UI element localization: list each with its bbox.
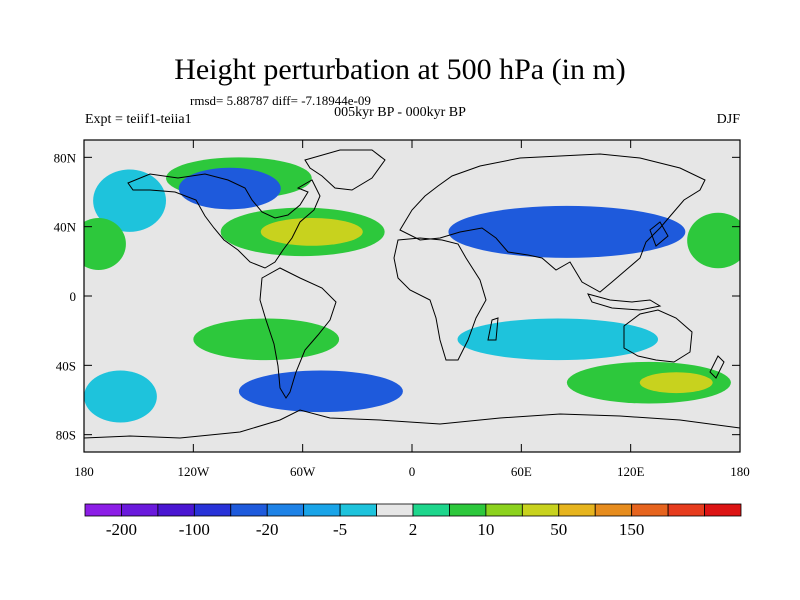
colorbar-box-0 bbox=[84, 503, 122, 517]
y-tick-label-3: 40S bbox=[56, 358, 76, 373]
colorbar-box-8 bbox=[376, 503, 414, 517]
colorbar-label-1: -100 bbox=[179, 520, 210, 539]
colorbar-box-5 bbox=[266, 503, 305, 517]
colorbar-label-6: 50 bbox=[550, 520, 567, 539]
coastline-africa bbox=[393, 237, 487, 361]
contour-fill-layer bbox=[84, 157, 740, 423]
x-tick-label-4: 60E bbox=[511, 464, 532, 479]
coastline-layer bbox=[84, 149, 740, 439]
contour-region-6 bbox=[687, 212, 740, 269]
colorbar-label-4: 2 bbox=[409, 520, 418, 539]
coastline-antarctica bbox=[84, 409, 740, 439]
x-tick-label-2: 60W bbox=[290, 464, 316, 479]
stats-label: rmsd= 5.88787 diff= -7.18944e-09 bbox=[190, 93, 371, 108]
x-tick-label-3: 0 bbox=[409, 464, 416, 479]
y-tick-label-1: 40N bbox=[54, 220, 77, 235]
x-tick-label-5: 120E bbox=[617, 464, 645, 479]
coastline-south-america bbox=[259, 267, 337, 399]
colorbar-box-15 bbox=[631, 503, 669, 517]
colorbar-box-9 bbox=[412, 503, 450, 517]
colorbar-box-16 bbox=[667, 503, 705, 517]
y-tick-label-4: 80S bbox=[56, 428, 76, 443]
colorbar-box-14 bbox=[594, 503, 633, 517]
period-label: 005kyr BP - 000kyr BP bbox=[334, 105, 466, 120]
contour-region-10 bbox=[238, 370, 403, 413]
contour-region-7 bbox=[448, 205, 686, 258]
coastline-indonesia bbox=[587, 293, 662, 311]
contour-region-2 bbox=[93, 169, 166, 232]
map-title: Height perturbation at 500 hPa (in m) bbox=[174, 53, 626, 86]
experiment-label: Expt = teiif1-teiia1 bbox=[85, 112, 192, 127]
colorbar-box-17 bbox=[704, 503, 742, 517]
x-tick-label-1: 120W bbox=[177, 464, 210, 479]
coastline-new-zealand bbox=[709, 355, 725, 379]
colorbar-label-3: -5 bbox=[333, 520, 347, 539]
colorbar-box-7 bbox=[339, 503, 377, 517]
coastline-eurasia bbox=[399, 153, 706, 293]
contour-region-1 bbox=[178, 167, 281, 210]
colorbar-box-11 bbox=[485, 503, 523, 517]
y-tick-label-0: 80N bbox=[54, 150, 77, 165]
contour-region-13 bbox=[639, 372, 713, 394]
colorbar-box-10 bbox=[449, 503, 487, 517]
colorbar-box-6 bbox=[303, 503, 341, 517]
season-label: DJF bbox=[716, 112, 740, 127]
colorbar-label-5: 10 bbox=[477, 520, 494, 539]
coastline-north-america bbox=[127, 173, 321, 269]
colorbar-label-2: -20 bbox=[256, 520, 279, 539]
coastline-japan bbox=[649, 221, 669, 247]
colorbar-box-3 bbox=[193, 503, 232, 517]
axis-layer: 180 120W 60W 0 60E 120E 180 80N 40N 0 40S 80S bbox=[54, 140, 750, 479]
coastline-madagascar bbox=[487, 317, 499, 341]
colorbar-label-7: 150 bbox=[619, 520, 645, 539]
y-tick-label-2: 0 bbox=[70, 289, 77, 304]
colorbar: -200 -100 -20 -5 2 10 50 150 bbox=[84, 503, 742, 539]
colorbar-box-1 bbox=[121, 503, 159, 517]
contour-region-8 bbox=[457, 318, 658, 361]
contour-region-5 bbox=[84, 218, 126, 270]
contour-region-11 bbox=[84, 370, 157, 423]
x-tick-label-6: 180 bbox=[730, 464, 750, 479]
colorbar-box-12 bbox=[521, 503, 560, 517]
contour-region-4 bbox=[260, 218, 363, 246]
colorbar-box-13 bbox=[558, 503, 596, 517]
coastline-australia bbox=[623, 309, 693, 363]
colorbar-label-0: -200 bbox=[106, 520, 137, 539]
contour-region-9 bbox=[193, 318, 340, 361]
colorbar-box-2 bbox=[157, 503, 195, 517]
x-tick-label-0: 180 bbox=[74, 464, 94, 479]
coastline-greenland bbox=[304, 149, 386, 191]
colorbar-box-4 bbox=[230, 503, 268, 517]
